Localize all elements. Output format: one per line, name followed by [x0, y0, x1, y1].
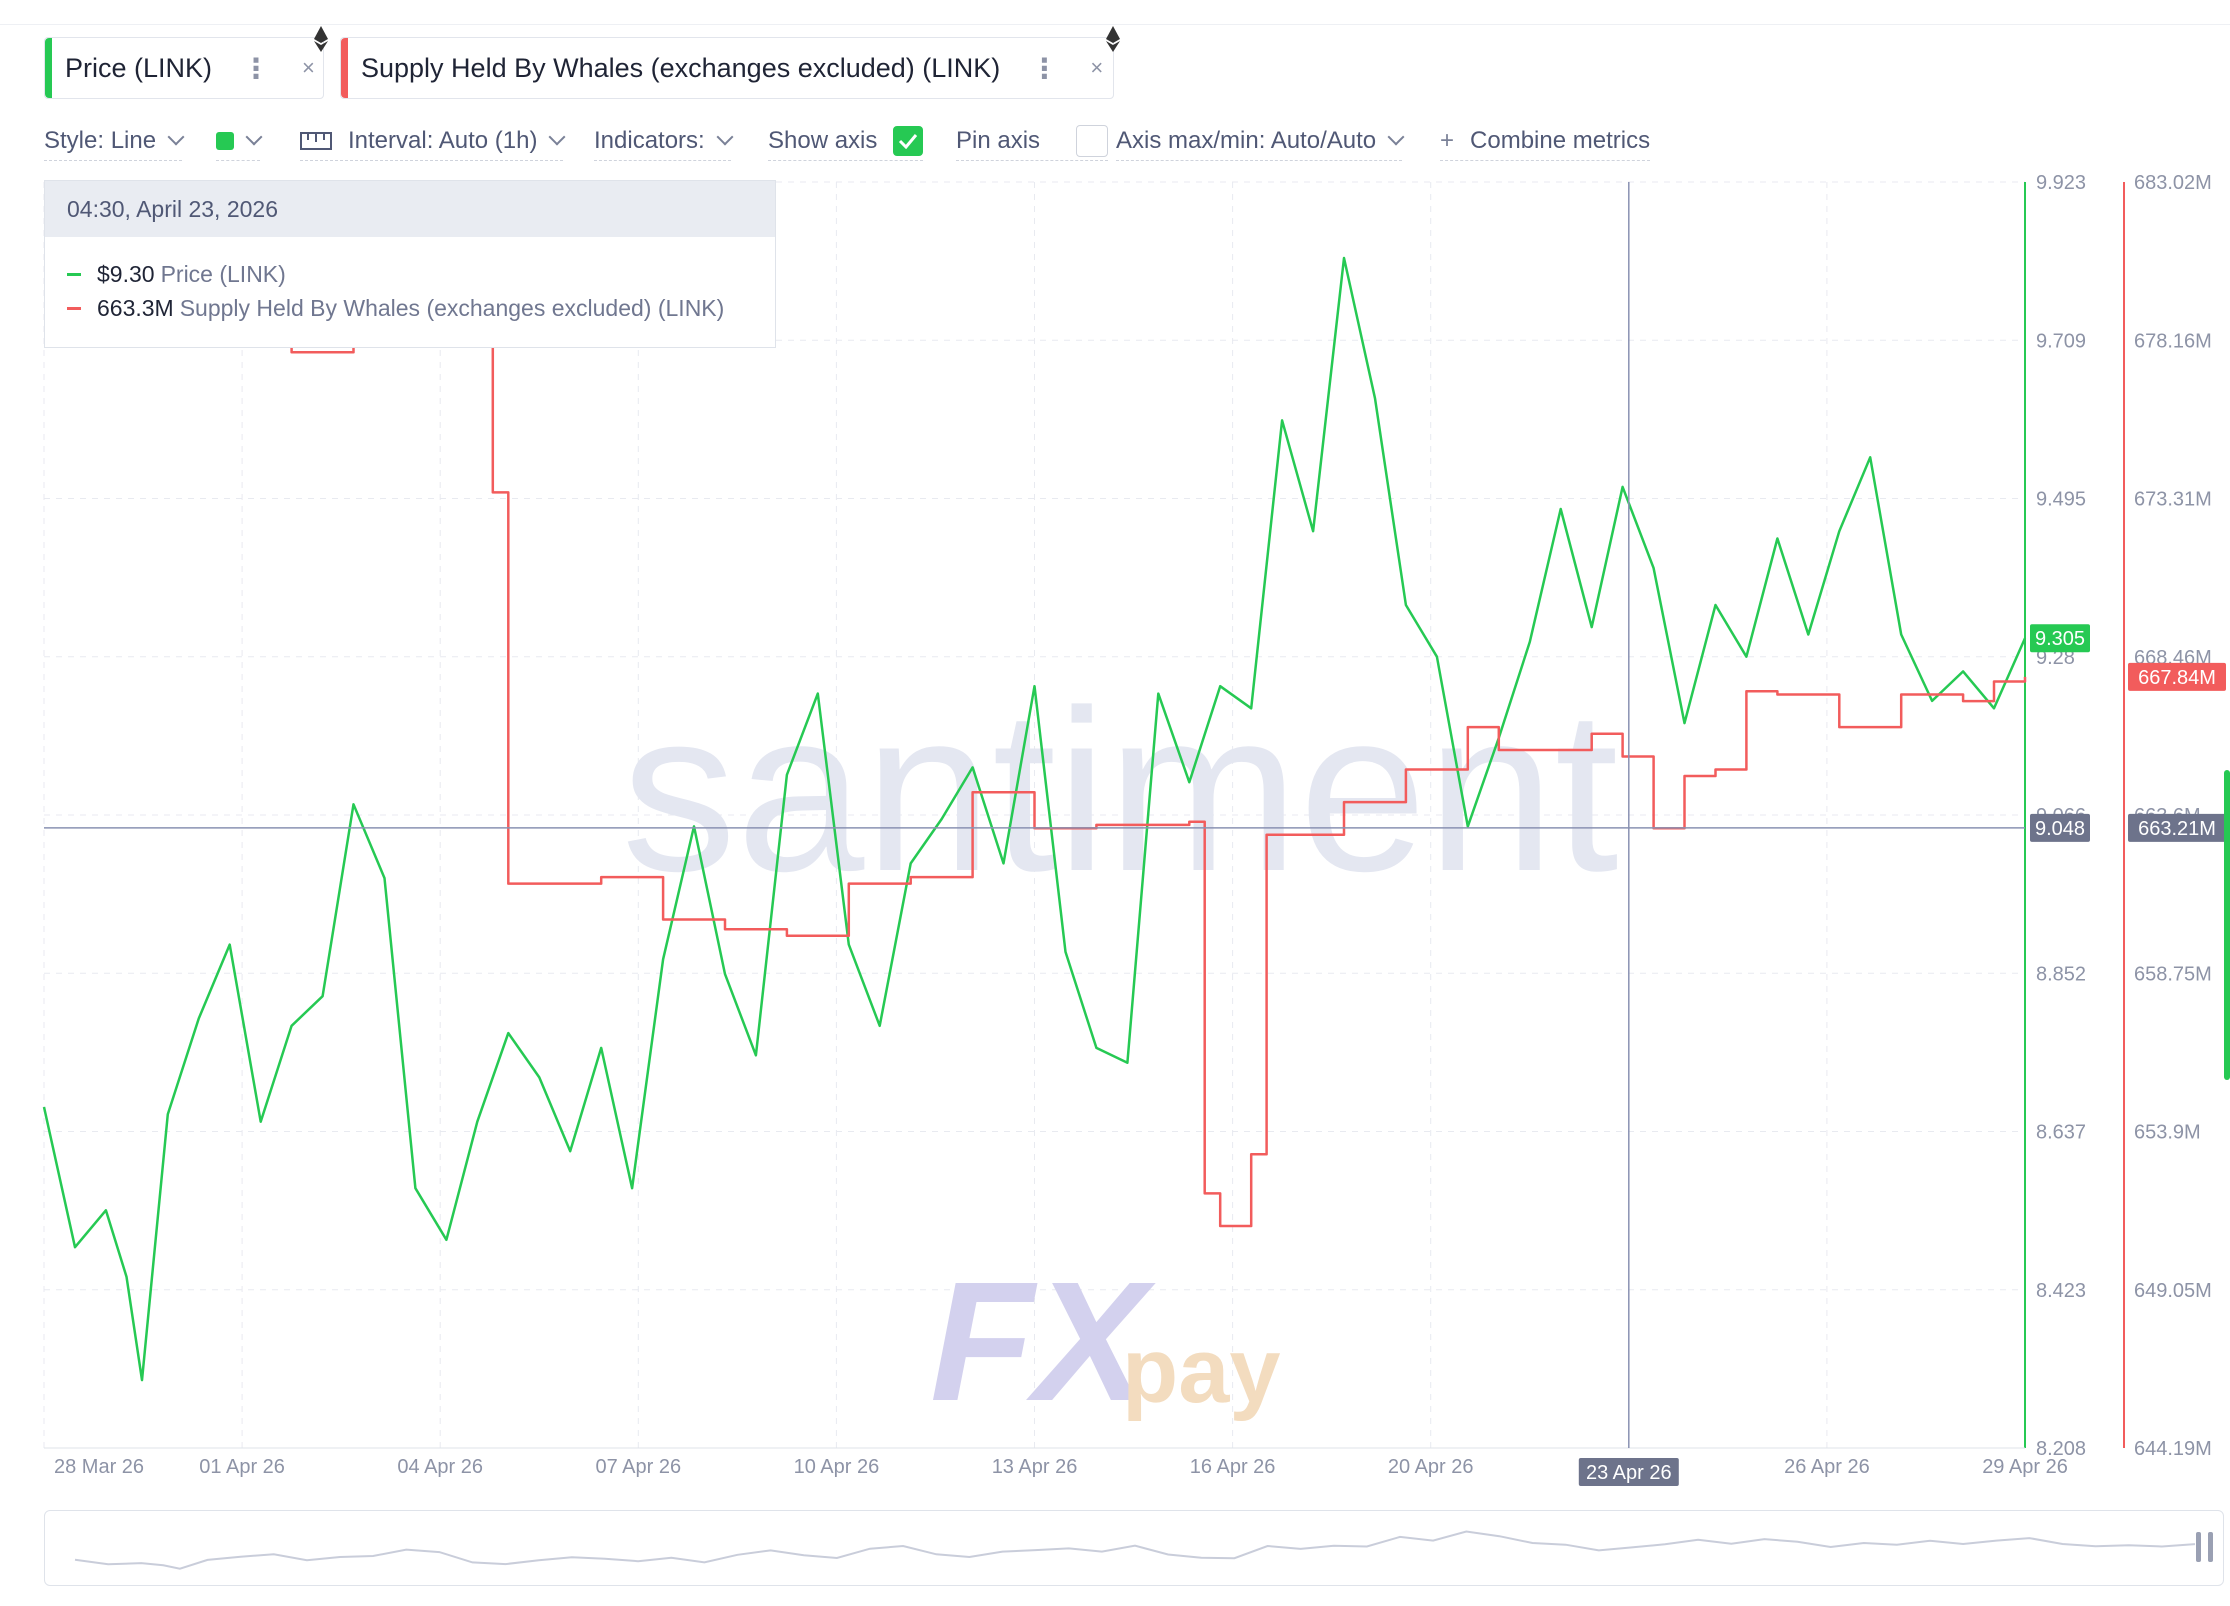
- crosshair-price-label: 9.048: [2035, 818, 2085, 840]
- y-right-tick-label: 673.31M: [2134, 489, 2212, 511]
- tooltip-series-name: Supply Held By Whales (exchanges exclude…: [179, 295, 725, 321]
- fxpay-logo-main: FX: [930, 1247, 1156, 1437]
- ethereum-icon: [1106, 26, 1120, 52]
- metric-tab-label: Price (LINK): [65, 52, 213, 83]
- y-left-tick-label: 8.852: [2036, 963, 2086, 985]
- axis-maxmin-label: Axis max/min: Auto/Auto: [1116, 127, 1377, 154]
- metric-tab-price[interactable]: Price (LINK) ⋮ ×: [44, 37, 324, 99]
- y-right-tick-label: 683.02M: [2134, 172, 2212, 194]
- y-right-tick-label: 653.9M: [2134, 1122, 2201, 1144]
- x-tick-label: 07 Apr 26: [595, 1456, 681, 1478]
- combine-metrics-label: Combine metrics: [1470, 127, 1651, 154]
- close-icon[interactable]: ×: [302, 55, 315, 80]
- y-left-tick-label: 8.637: [2036, 1122, 2086, 1144]
- last-price-label: 9.305: [2035, 628, 2085, 650]
- show-axis-label: Show axis: [768, 127, 878, 154]
- last-supply-label-bg: [2128, 662, 2226, 691]
- pin-axis-label: Pin axis: [956, 127, 1041, 154]
- series-dash-supply: [67, 307, 81, 310]
- y-right-tick-label: 644.19M: [2134, 1438, 2212, 1460]
- crosshair-x-label: 23 Apr 26: [1586, 1462, 1672, 1484]
- whale-supply-series-line: [44, 279, 2027, 1228]
- fxpay-logo-sub: pay: [1122, 1320, 1281, 1422]
- x-tick-label: 20 Apr 26: [1388, 1456, 1474, 1478]
- tooltip-row-supply: 663.3M Supply Held By Whales (exchanges …: [67, 295, 724, 322]
- axis-maxmin-dropdown[interactable]: Axis max/min: Auto/Auto: [1116, 122, 1405, 161]
- y-right-tick-label: 658.75M: [2134, 963, 2212, 985]
- y-left-tick-label: 9.709: [2036, 330, 2086, 352]
- interval-label: Interval: Auto (1h): [348, 127, 538, 154]
- check-icon: [899, 134, 918, 149]
- indicators-dropdown[interactable]: Indicators:: [594, 122, 734, 161]
- x-tick-label: 28 Mar 26: [54, 1456, 144, 1478]
- navigator-right-handle[interactable]: [2208, 1532, 2213, 1562]
- x-tick-label: 29 Apr 26: [1982, 1456, 2068, 1478]
- vertical-dots-icon[interactable]: ⋮: [1030, 52, 1059, 84]
- crosshair-price-label-bg: [2030, 813, 2090, 842]
- metric-tab-label: Supply Held By Whales (exchanges exclude…: [361, 52, 1001, 83]
- style-label: Style: Line: [44, 127, 157, 154]
- interval-dropdown[interactable]: Interval: Auto (1h): [300, 122, 566, 161]
- chart-tooltip: 04:30, April 23, 2026 $9.30 Price (LINK)…: [44, 180, 776, 348]
- crosshair-supply-label-bg: [2128, 813, 2226, 842]
- combine-metrics-button[interactable]: + Combine metrics: [1440, 122, 1651, 161]
- y-left-tick-label: 9.28: [2036, 647, 2075, 669]
- tooltip-row-price: $9.30 Price (LINK): [67, 261, 286, 288]
- range-navigator[interactable]: [44, 1510, 2224, 1586]
- color-swatch: [216, 132, 234, 150]
- pin-axis-toggle[interactable]: Pin axis: [956, 122, 1109, 161]
- indicators-label: Indicators:: [594, 127, 705, 154]
- metric-tab-whale-supply[interactable]: Supply Held By Whales (exchanges exclude…: [340, 37, 1114, 99]
- series-dash-price: [67, 273, 81, 276]
- crosshair-layer: 23 Apr 26 9.048 663.21M 9.305 667.84M: [44, 182, 2226, 1486]
- close-icon[interactable]: ×: [1090, 55, 1104, 80]
- x-tick-label: 26 Apr 26: [1784, 1456, 1870, 1478]
- tooltip-value: 663.3M: [97, 295, 174, 321]
- y-left-tick-label: 8.208: [2036, 1438, 2086, 1460]
- crosshair-x-label-bg: [1578, 1458, 1679, 1486]
- top-divider: [0, 24, 2230, 25]
- ruler-icon: [300, 132, 332, 150]
- scroll-indicator[interactable]: [2224, 770, 2230, 1080]
- style-dropdown[interactable]: Style: Line: [44, 122, 185, 161]
- show-axis-checkbox[interactable]: [893, 126, 924, 156]
- x-tick-label: 16 Apr 26: [1190, 1456, 1276, 1478]
- price-series-line: [42, 256, 2027, 1382]
- x-tick-label: 01 Apr 26: [199, 1456, 285, 1478]
- last-supply-label: 667.84M: [2138, 667, 2216, 689]
- color-picker[interactable]: [216, 122, 263, 161]
- metric-color-stripe: [341, 38, 348, 98]
- y-right-tick-label: 649.05M: [2134, 1280, 2212, 1302]
- tooltip-date: 04:30, April 23, 2026: [45, 181, 775, 237]
- navigator-left-handle[interactable]: [2196, 1532, 2201, 1562]
- tooltip-series-name: Price (LINK): [160, 261, 286, 287]
- last-price-label-bg: [2030, 624, 2090, 653]
- y-left-tick-label: 9.495: [2036, 489, 2086, 511]
- crosshair-supply-label: 663.21M: [2138, 818, 2216, 840]
- watermark-layer: santiment FX pay: [621, 662, 1618, 1437]
- y-right-tick-label: 678.16M: [2134, 330, 2212, 352]
- show-axis-toggle[interactable]: Show axis: [768, 122, 924, 161]
- metric-color-stripe: [45, 38, 52, 98]
- series-layer: [42, 256, 2027, 1382]
- y-left-tick-label: 9.923: [2036, 172, 2086, 194]
- y-left-tick-label: 8.423: [2036, 1280, 2086, 1302]
- plus-icon: +: [1440, 127, 1455, 154]
- navigator-sparkline: [74, 1530, 2196, 1570]
- ethereum-icon: [314, 26, 328, 52]
- x-tick-label: 04 Apr 26: [397, 1456, 483, 1478]
- vertical-dots-icon[interactable]: ⋮: [242, 52, 271, 84]
- x-tick-label: 10 Apr 26: [794, 1456, 880, 1478]
- tooltip-value: $9.30: [97, 261, 155, 287]
- pin-axis-checkbox[interactable]: [1076, 125, 1109, 157]
- x-tick-label: 13 Apr 26: [992, 1456, 1078, 1478]
- navigator-price-line: [74, 1530, 2196, 1570]
- santiment-watermark: santiment: [621, 662, 1618, 919]
